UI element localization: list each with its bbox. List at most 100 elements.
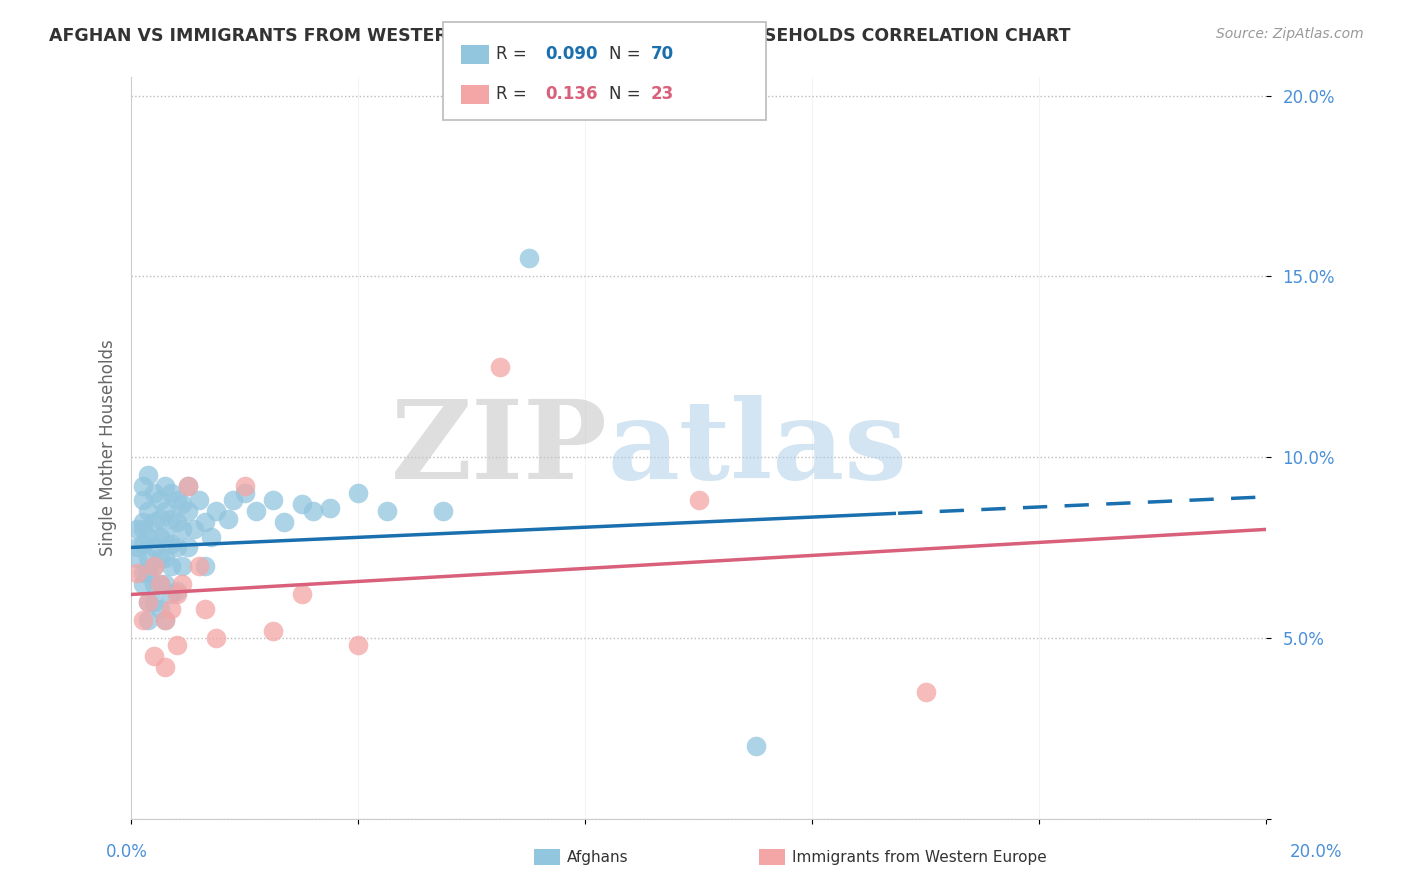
Point: [155, 551, 177, 566]
Point: [302, 504, 325, 518]
Point: [319, 500, 342, 515]
Point: [125, 522, 148, 536]
Point: [194, 558, 217, 573]
Point: [347, 486, 370, 500]
Text: AFGHAN VS IMMIGRANTS FROM WESTERN EUROPE SINGLE MOTHER HOUSEHOLDS CORRELATION CH: AFGHAN VS IMMIGRANTS FROM WESTERN EUROPE…: [49, 27, 1071, 45]
Point: [166, 515, 188, 529]
Text: 0.0%: 0.0%: [105, 843, 148, 861]
Point: [131, 537, 153, 551]
Point: [142, 558, 165, 573]
Point: [166, 493, 188, 508]
Point: [155, 504, 177, 518]
Point: [172, 497, 194, 511]
Point: [262, 624, 284, 638]
Point: [290, 587, 312, 601]
Text: atlas: atlas: [607, 394, 908, 501]
Point: [517, 251, 540, 265]
Point: [166, 587, 188, 601]
Point: [142, 558, 165, 573]
Point: [172, 558, 194, 573]
Point: [149, 493, 172, 508]
Point: [136, 595, 159, 609]
Point: [188, 493, 211, 508]
Point: [160, 602, 183, 616]
Point: [136, 551, 159, 566]
Point: [177, 479, 200, 493]
Point: [136, 504, 159, 518]
Point: [183, 522, 205, 536]
Text: 23: 23: [651, 85, 675, 103]
Text: Immigrants from Western Europe: Immigrants from Western Europe: [792, 850, 1046, 864]
Point: [489, 359, 512, 374]
Point: [177, 541, 200, 555]
Text: Source: ZipAtlas.com: Source: ZipAtlas.com: [1216, 27, 1364, 41]
Point: [914, 685, 936, 699]
Point: [217, 511, 239, 525]
Point: [136, 566, 159, 580]
Text: 0.136: 0.136: [546, 85, 598, 103]
Point: [149, 576, 172, 591]
Point: [131, 566, 153, 580]
Text: R =: R =: [496, 85, 537, 103]
Text: ZIP: ZIP: [391, 394, 607, 501]
Point: [205, 504, 228, 518]
Point: [166, 583, 188, 598]
Point: [142, 595, 165, 609]
Point: [149, 511, 172, 525]
Point: [205, 631, 228, 645]
Point: [166, 638, 188, 652]
Point: [136, 595, 159, 609]
Point: [125, 551, 148, 566]
Point: [155, 530, 177, 544]
Point: [131, 493, 153, 508]
Point: [233, 486, 256, 500]
Point: [136, 468, 159, 483]
Point: [131, 515, 153, 529]
Point: [131, 479, 153, 493]
Point: [125, 541, 148, 555]
Point: [155, 576, 177, 591]
Point: [131, 522, 153, 536]
Text: 70: 70: [651, 45, 673, 62]
Point: [273, 515, 295, 529]
Point: [142, 515, 165, 529]
Text: 0.090: 0.090: [546, 45, 598, 62]
Point: [160, 558, 183, 573]
Text: N =: N =: [609, 85, 640, 103]
Text: R =: R =: [496, 45, 537, 62]
Point: [155, 613, 177, 627]
Text: 20.0%: 20.0%: [1291, 843, 1343, 861]
Point: [155, 613, 177, 627]
Point: [688, 493, 710, 508]
Point: [131, 613, 153, 627]
Point: [290, 497, 312, 511]
Point: [142, 541, 165, 555]
Point: [125, 566, 148, 580]
Point: [200, 530, 222, 544]
Point: [131, 576, 153, 591]
Point: [194, 515, 217, 529]
Point: [155, 659, 177, 673]
Point: [142, 486, 165, 500]
Point: [136, 613, 159, 627]
Point: [262, 493, 284, 508]
Y-axis label: Single Mother Households: Single Mother Households: [100, 340, 117, 557]
Point: [160, 537, 183, 551]
Point: [375, 504, 398, 518]
Point: [177, 479, 200, 493]
Point: [166, 541, 188, 555]
Point: [160, 587, 183, 601]
Point: [149, 602, 172, 616]
Point: [160, 486, 183, 500]
Point: [194, 602, 217, 616]
Point: [347, 638, 370, 652]
Point: [172, 576, 194, 591]
Point: [142, 648, 165, 663]
Point: [155, 479, 177, 493]
Point: [744, 739, 766, 754]
Point: [222, 493, 245, 508]
Text: N =: N =: [609, 45, 640, 62]
Text: Afghans: Afghans: [567, 850, 628, 864]
Point: [160, 511, 183, 525]
Point: [149, 576, 172, 591]
